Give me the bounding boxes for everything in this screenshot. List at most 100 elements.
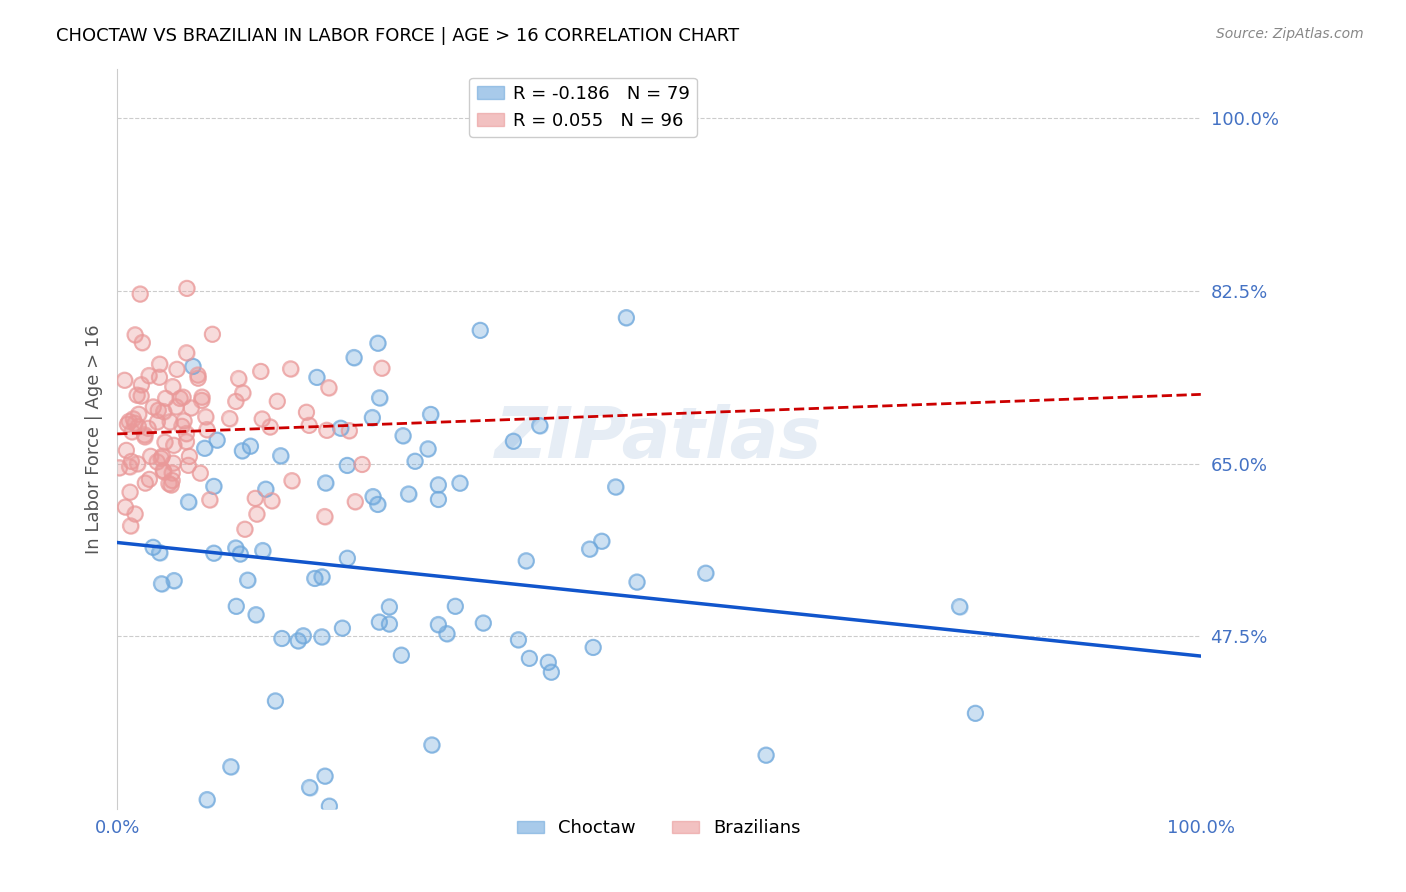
Point [311, 570, 333, 584]
Point [218, 411, 240, 425]
Y-axis label: In Labor Force | Age > 16: In Labor Force | Age > 16 [86, 324, 103, 554]
Point [118, 414, 141, 428]
Point [202, 479, 225, 493]
Point [502, 434, 524, 449]
Point [398, 487, 420, 501]
Point [122, 412, 145, 426]
Point [260, 493, 283, 508]
Point [287, 633, 309, 648]
Point [343, 351, 366, 365]
Point [239, 439, 262, 453]
Point [367, 498, 389, 512]
Point [176, 426, 198, 441]
Point [695, 566, 717, 581]
Point [124, 507, 146, 521]
Point [314, 769, 336, 783]
Point [329, 421, 352, 435]
Point [121, 425, 143, 439]
Point [148, 403, 170, 417]
Point [295, 405, 318, 419]
Point [170, 419, 193, 434]
Point [239, 439, 262, 453]
Point [188, 466, 211, 480]
Point [191, 390, 214, 404]
Point [315, 423, 337, 437]
Point [150, 576, 173, 591]
Point [179, 450, 201, 464]
Point [146, 455, 169, 469]
Point [371, 361, 394, 376]
Point [162, 456, 184, 470]
Point [160, 478, 183, 492]
Point [249, 364, 271, 378]
Point [153, 435, 176, 450]
Point [578, 542, 600, 557]
Point [129, 287, 152, 301]
Point [472, 615, 495, 630]
Point [427, 478, 450, 492]
Text: ZIPatlas: ZIPatlas [495, 404, 823, 474]
Point [127, 419, 149, 434]
Point [187, 371, 209, 385]
Point [298, 780, 321, 795]
Point [419, 408, 441, 422]
Point [136, 421, 159, 435]
Point [142, 400, 165, 414]
Point [378, 617, 401, 632]
Point [228, 371, 250, 385]
Point [120, 519, 142, 533]
Text: CHOCTAW VS BRAZILIAN IN LABOR FORCE | AGE > 16 CORRELATION CHART: CHOCTAW VS BRAZILIAN IN LABOR FORCE | AG… [56, 27, 740, 45]
Point [124, 327, 146, 342]
Point [398, 487, 420, 501]
Point [389, 648, 412, 662]
Point [371, 361, 394, 376]
Point [181, 359, 204, 374]
Point [142, 541, 165, 555]
Point [114, 500, 136, 514]
Point [281, 474, 304, 488]
Point [165, 400, 187, 414]
Point [361, 490, 384, 504]
Point [205, 433, 228, 447]
Point [181, 359, 204, 374]
Point [948, 599, 970, 614]
Point [605, 480, 627, 494]
Point [153, 435, 176, 450]
Point [529, 418, 551, 433]
Point [166, 362, 188, 376]
Point [128, 407, 150, 421]
Point [508, 632, 530, 647]
Point [218, 411, 240, 425]
Point [170, 419, 193, 434]
Point [120, 519, 142, 533]
Point [134, 430, 156, 444]
Point [150, 451, 173, 466]
Point [157, 476, 180, 491]
Point [118, 459, 141, 474]
Point [131, 335, 153, 350]
Point [540, 665, 562, 680]
Point [315, 423, 337, 437]
Point [233, 522, 256, 536]
Point [219, 760, 242, 774]
Point [139, 450, 162, 464]
Point [368, 391, 391, 405]
Point [259, 420, 281, 434]
Point [502, 434, 524, 449]
Point [311, 630, 333, 644]
Point [169, 392, 191, 406]
Point [336, 458, 359, 473]
Point [270, 449, 292, 463]
Point [540, 665, 562, 680]
Point [131, 335, 153, 350]
Point [337, 424, 360, 438]
Point [245, 491, 267, 506]
Point [150, 576, 173, 591]
Point [287, 633, 309, 648]
Point [259, 420, 281, 434]
Point [232, 385, 254, 400]
Point [427, 617, 450, 632]
Point [195, 792, 218, 806]
Point [343, 351, 366, 365]
Point [114, 500, 136, 514]
